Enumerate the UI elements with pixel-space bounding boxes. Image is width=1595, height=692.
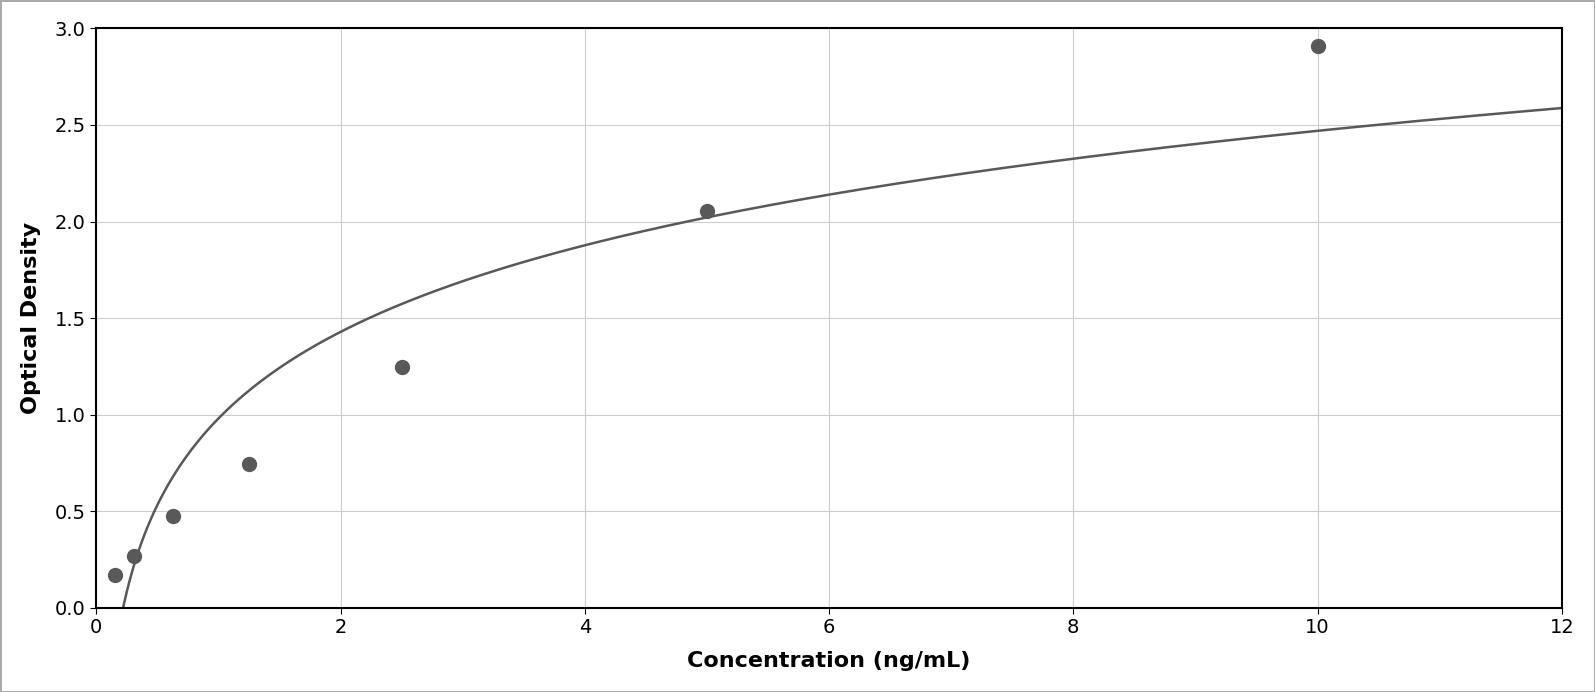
Point: [160, 511, 185, 522]
Point: [694, 206, 719, 217]
Point: [1305, 40, 1330, 51]
Y-axis label: Optical Density: Optical Density: [21, 222, 41, 414]
Point: [389, 362, 415, 373]
Point: [236, 458, 262, 469]
Point: [102, 569, 128, 580]
Point: [121, 550, 147, 561]
X-axis label: Concentration (ng/mL): Concentration (ng/mL): [687, 651, 971, 671]
